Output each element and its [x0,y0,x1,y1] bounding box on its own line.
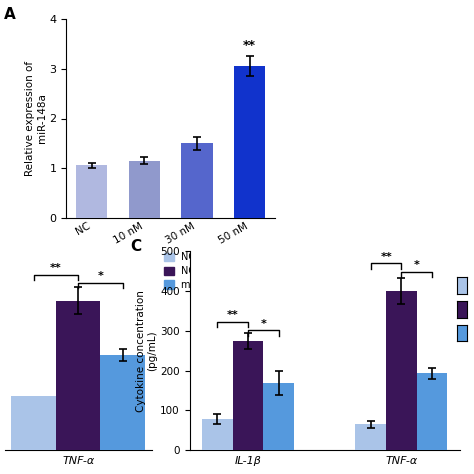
Bar [417,374,447,450]
Text: **: ** [380,252,392,262]
Bar [202,419,233,450]
Text: **: ** [50,263,62,273]
Bar [263,383,294,450]
Bar [11,396,56,450]
Legend: NC agomiR, NC agomiR+LPS, miR-148a agomiR+LPS: NC agomiR, NC agomiR+LPS, miR-148a agomi… [164,252,294,290]
Bar [234,66,265,218]
Text: **: ** [243,39,256,52]
Bar [100,355,145,450]
Text: *: * [260,319,266,329]
Bar [386,291,417,450]
Y-axis label: Cytokine concentration
(pg/mL): Cytokine concentration (pg/mL) [136,290,157,412]
Bar [56,301,100,450]
Text: A: A [4,7,16,22]
Text: **: ** [227,310,238,320]
Bar [76,165,108,218]
Text: *: * [98,271,103,281]
Bar [128,161,160,218]
Bar [181,143,213,218]
Bar [356,424,386,450]
Text: C: C [130,239,141,254]
Text: *: * [414,260,420,270]
Y-axis label: Relative expression of
miR-148a: Relative expression of miR-148a [25,61,47,176]
Bar [233,341,263,450]
